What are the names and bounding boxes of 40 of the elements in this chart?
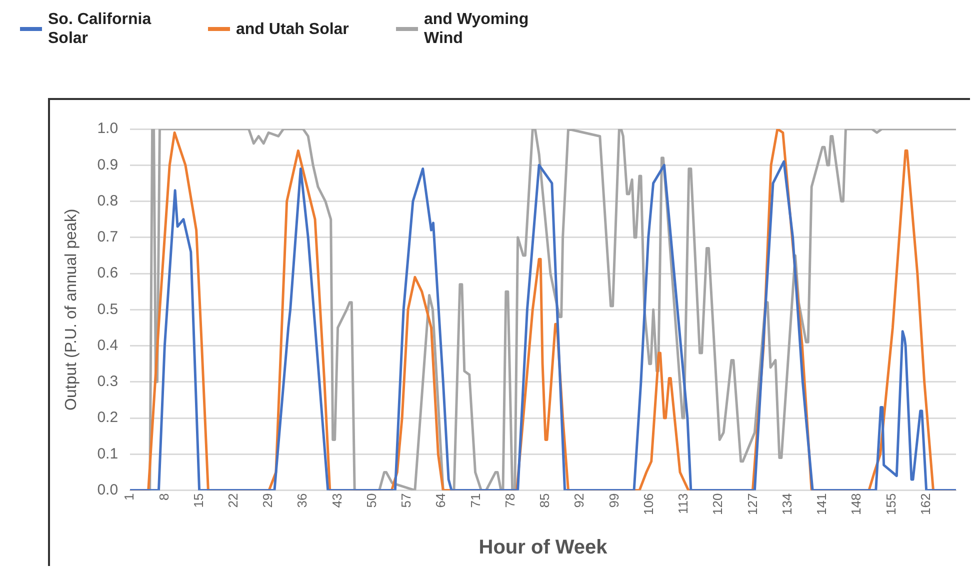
y-tick-label: 0.5 [97, 300, 118, 318]
y-tick-label: 0.7 [97, 228, 118, 246]
x-tick-label: 162 [918, 493, 933, 516]
y-tick-label: 1.0 [97, 120, 118, 138]
y-tick-label: 0.9 [97, 156, 118, 174]
legend-label: So. California Solar [48, 10, 152, 48]
x-tick-label: 120 [710, 493, 726, 516]
x-tick-label: 113 [676, 493, 691, 514]
y-tick-label: 0.3 [97, 373, 118, 390]
x-tick-label: 29 [260, 493, 276, 508]
x-tick-label: 15 [190, 493, 206, 508]
y-axis-title: Output (P.U. of annual peak) [63, 208, 80, 410]
x-tick-label: 148 [848, 493, 864, 516]
legend-label: and Wyoming Wind [424, 10, 530, 48]
x-tick-label: 141 [814, 493, 830, 516]
x-tick-label: 57 [398, 493, 414, 508]
x-tick-label: 92 [572, 493, 587, 508]
x-tick-label: 43 [329, 493, 344, 508]
y-tick-label: 0.2 [97, 409, 118, 426]
x-tick-label: 22 [225, 493, 240, 508]
x-tick-label: 85 [537, 493, 552, 508]
x-tick-label: 1 [122, 493, 137, 501]
x-tick-label: 106 [640, 493, 656, 516]
legend-label: and Utah Solar [236, 20, 349, 39]
y-tick-label: 0.0 [97, 481, 118, 498]
x-tick-label: 99 [606, 493, 622, 508]
y-tick-label: 0.8 [97, 192, 118, 210]
y-tick-label: 0.6 [97, 264, 118, 282]
x-axis-title: Hour of Week [478, 536, 608, 559]
y-tick-label: 0.4 [97, 336, 118, 354]
y-tick-label: 0.1 [97, 445, 118, 462]
x-tick-label: 71 [468, 493, 483, 508]
x-tick-label: 64 [433, 493, 448, 508]
x-tick-label: 155 [883, 493, 898, 516]
x-tick-label: 127 [744, 493, 760, 516]
x-tick-label: 8 [156, 493, 172, 501]
x-tick-label: 134 [779, 493, 794, 516]
x-tick-label: 50 [364, 493, 379, 508]
x-tick-label: 36 [294, 493, 310, 508]
x-tick-label: 78 [502, 493, 518, 508]
